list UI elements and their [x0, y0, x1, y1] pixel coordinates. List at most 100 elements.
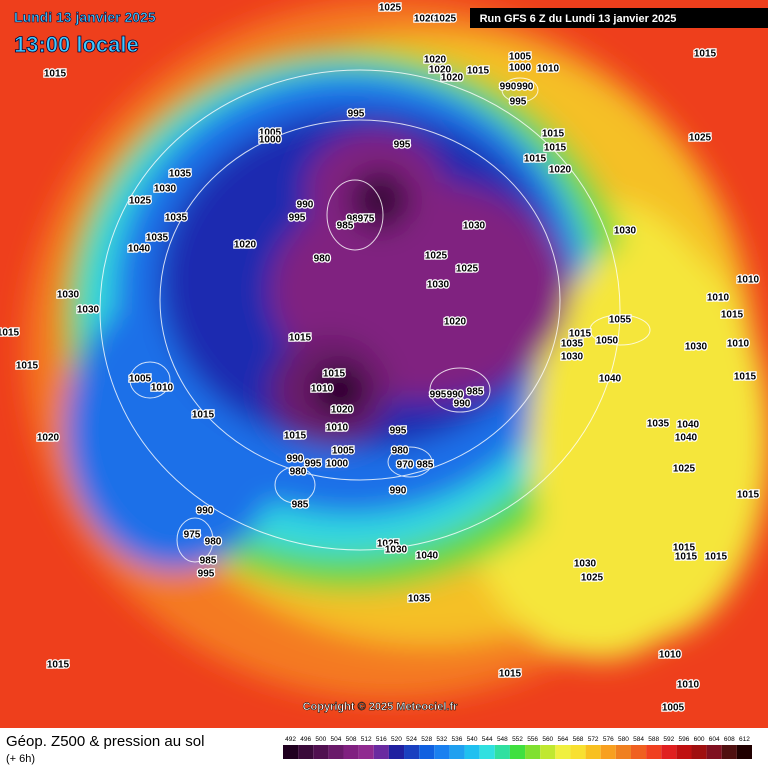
legend-swatch — [388, 745, 405, 759]
isobar-label: 1015 — [192, 410, 215, 421]
isobar-label: 1000 — [326, 459, 349, 470]
isobar-label: 990 — [454, 399, 471, 410]
isobar-label: 975 — [184, 530, 201, 541]
isobar-label: 1005 — [259, 128, 282, 139]
isobar-label: 1015 — [289, 333, 312, 344]
geopotential-field: 1025102010251015102010201020101510051000… — [0, 0, 768, 728]
isobar-label: 1010 — [311, 384, 334, 395]
legend-label: 600 — [694, 736, 705, 743]
isobar-label: 1040 — [416, 551, 439, 562]
legend-label: 540 — [467, 736, 478, 743]
isobar-label: 995 — [390, 426, 407, 437]
legend-label: 532 — [436, 736, 447, 743]
isobar-label: 990 — [517, 82, 534, 93]
isobar-label: 975 — [358, 214, 375, 225]
legend-swatch — [585, 745, 601, 759]
isobar-label: 1015 — [675, 552, 698, 563]
isobar-label: 990 — [197, 506, 214, 517]
isobar-label: 1010 — [659, 650, 682, 661]
legend-swatch — [509, 745, 526, 759]
legend-swatch — [449, 745, 465, 759]
isobar-label: 1010 — [151, 383, 174, 394]
legend-label: 524 — [406, 736, 417, 743]
isobar-label: 1020 — [441, 73, 464, 84]
time: 13:00 locale — [14, 32, 139, 57]
legend-label: 608 — [724, 736, 735, 743]
isobar-label: 1025 — [581, 573, 604, 584]
isobar-label: 1010 — [677, 680, 700, 691]
legend-swatch — [555, 745, 571, 759]
isobar-label: 995 — [198, 569, 215, 580]
copyright: Copyright © 2025 Meteociel.fr — [303, 701, 459, 713]
isobar-label: 1005 — [332, 446, 355, 457]
isobar-label: 1040 — [675, 433, 698, 444]
isobar-label: 985 — [292, 500, 309, 511]
isobar-label: 1030 — [614, 226, 637, 237]
legend-swatch — [630, 745, 647, 759]
legend-label: 552 — [512, 736, 523, 743]
isobar-label: 1000 — [509, 63, 532, 74]
isobar-label: 990 — [287, 454, 304, 465]
isobar-label: 1030 — [685, 342, 708, 353]
legend-label: 544 — [482, 736, 493, 743]
isobar-label: 995 — [430, 390, 447, 401]
isobar-label: 1015 — [44, 69, 67, 80]
isobar-label: 1015 — [16, 361, 39, 372]
isobar-label: 980 — [314, 254, 331, 265]
isobar-label: 1025 — [377, 539, 400, 550]
isobar-label: 1000 — [259, 135, 282, 146]
legend-label: 512 — [361, 736, 372, 743]
isobar-label: 1040 — [599, 374, 622, 385]
isobar-label: 985 — [337, 221, 354, 232]
legend-label: 508 — [346, 736, 357, 743]
isobar-label: 1015 — [544, 143, 567, 154]
isobar-label: 1025 — [425, 251, 448, 262]
legend-label: 528 — [421, 736, 432, 743]
legend-label: 492 — [285, 736, 296, 743]
legend-label: 568 — [573, 736, 584, 743]
legend-label: 596 — [678, 736, 689, 743]
isobars — [99, 69, 651, 563]
legend-label: 560 — [542, 736, 553, 743]
isobar-label: 1015 — [524, 154, 547, 165]
isobar-label: 1015 — [0, 328, 20, 339]
isobar-label: 1020 — [444, 317, 467, 328]
isobar-label: 1020 — [414, 14, 437, 25]
isobar-label: 1035 — [146, 233, 169, 244]
legend-swatch — [343, 745, 359, 759]
isobar-label: 1005 — [129, 374, 152, 385]
isobar-label: 1025 — [434, 14, 457, 25]
isobar-label: 995 — [510, 97, 527, 108]
legend-swatch — [691, 745, 707, 759]
isobar-label: 1015 — [499, 669, 522, 680]
run: Run GFS 6 Z du Lundi 13 janvier 2025 — [480, 13, 677, 25]
legend-label: 536 — [452, 736, 463, 743]
isobar-label: 1025 — [689, 133, 712, 144]
legend-label: 572 — [588, 736, 599, 743]
isobar-label: 1035 — [647, 419, 670, 430]
footer-title: Géop. Z500 & pression au sol — [6, 733, 204, 750]
isobar-label: 1015 — [323, 369, 346, 380]
isobar-label: 980 — [347, 214, 364, 225]
isobar-label: 985 — [200, 556, 217, 567]
isobar-label: 1015 — [542, 129, 565, 140]
isobar-label: 1020 — [37, 433, 60, 444]
isobar-label: 1005 — [662, 703, 685, 714]
isobar-label: 1035 — [169, 169, 192, 180]
isobar-label: 1015 — [673, 543, 696, 554]
legend-swatch — [721, 745, 737, 759]
isobar-label: 1025 — [379, 3, 402, 14]
isobar-label: 1055 — [609, 315, 632, 326]
legend-label: 516 — [376, 736, 387, 743]
legend-label: 612 — [739, 736, 750, 743]
isobar-label: 1025 — [673, 464, 696, 475]
legend-swatch — [600, 745, 616, 759]
legend-label: 500 — [315, 736, 326, 743]
isobar-label: 985 — [467, 387, 484, 398]
lead-time: (+ 6h) — [6, 753, 35, 765]
legend-swatch — [328, 745, 344, 759]
isobar-label: 1025 — [129, 196, 152, 207]
legend-swatch — [479, 745, 495, 759]
isobar-label: 990 — [297, 200, 314, 211]
isobar-label: 1040 — [128, 244, 151, 255]
